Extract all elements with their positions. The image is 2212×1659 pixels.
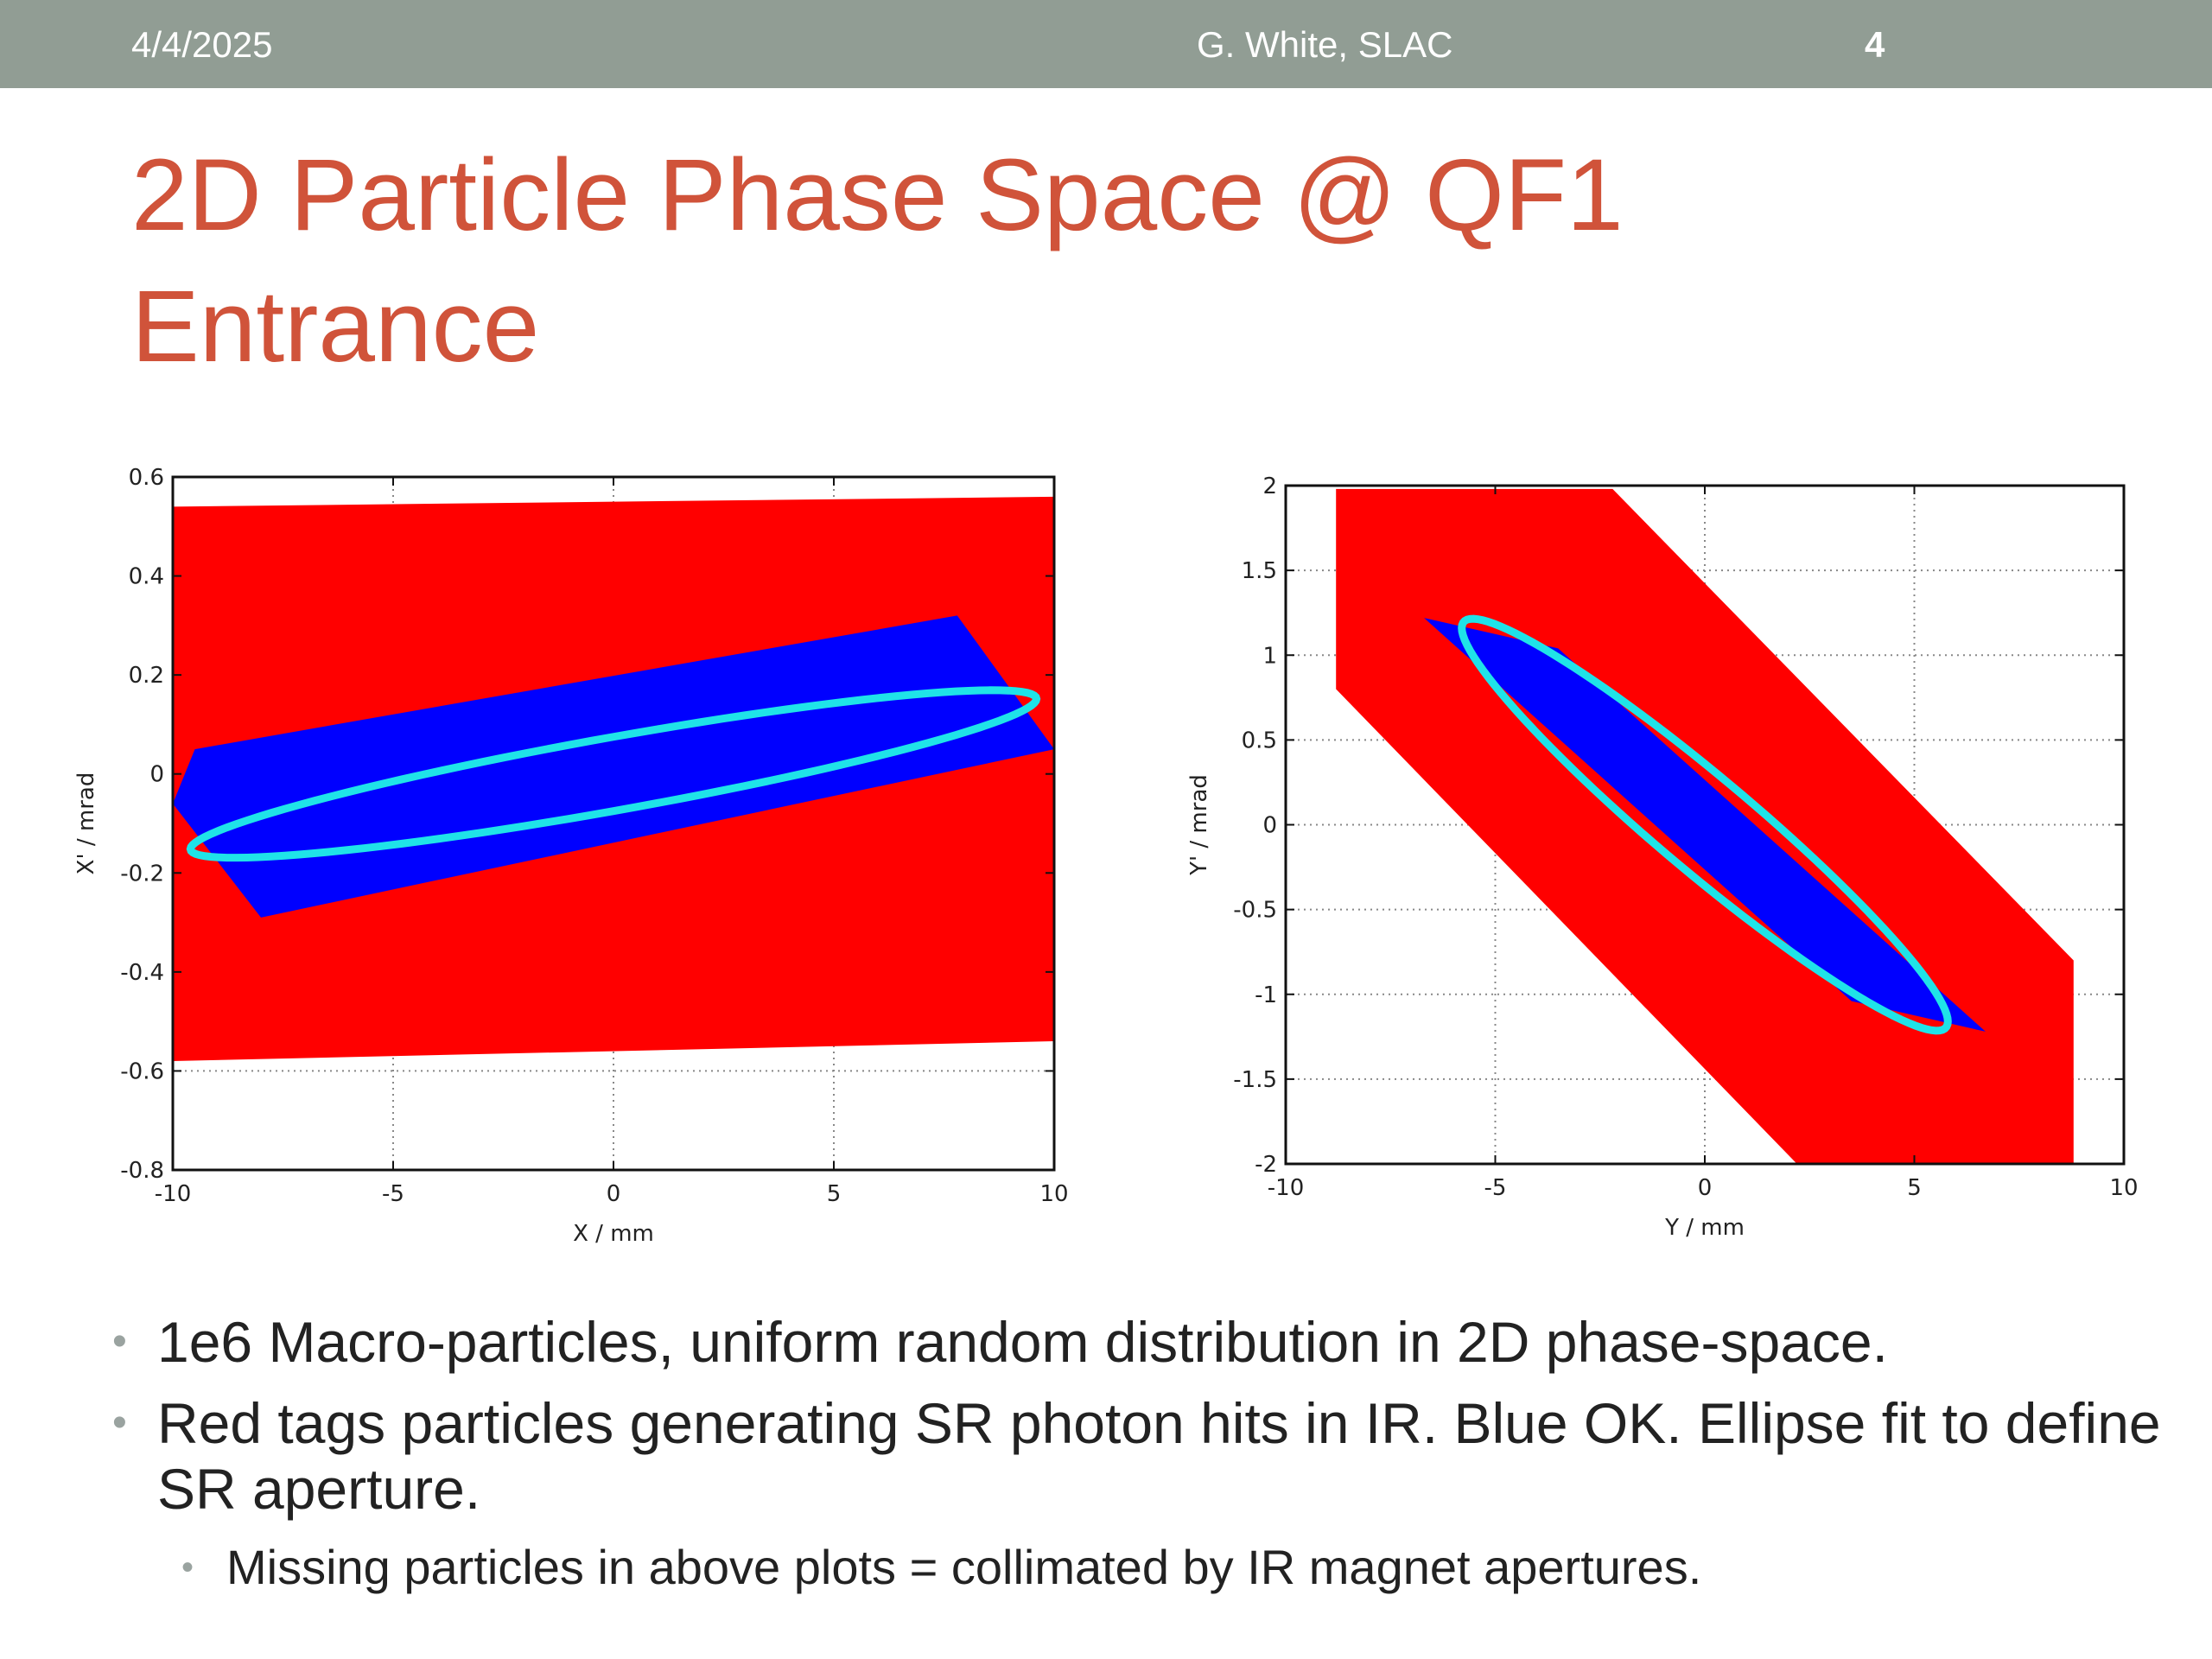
y-tick-label: -1.5 [1233,1067,1277,1093]
y-tick-label: 0 [149,762,164,788]
x-tick-label: 5 [1907,1175,1922,1201]
bullet-item: Red tags particles generating SR photon … [112,1390,2169,1522]
y-tick-label: 2 [1262,474,1277,499]
y-tick-label: 0.4 [129,564,164,590]
ellipse-fit [1458,614,1952,1035]
x-tick-label: 10 [2109,1175,2138,1201]
y-tick-label: -2 [1255,1152,1277,1178]
y-tick-label: -0.5 [1233,898,1277,924]
x-tick-label: 5 [827,1181,842,1207]
y-tick-label: 0.6 [129,465,164,491]
y-tick-label: -0.2 [120,861,164,887]
bullet-list: 1e6 Macro-particles, uniform random dist… [112,1309,2169,1598]
slide-title-line1: 2D Particle Phase Space @ QF1 [131,138,1624,252]
x-tick-label: 10 [1039,1181,1068,1207]
slide-author: G. White, SLAC [1197,24,1453,65]
ellipse-fit [186,686,1041,862]
sub-bullet-item: Missing particles in above plots = colli… [181,1537,2169,1598]
y-axis-label: X' / mrad [73,772,99,875]
x-tick-label: -5 [1484,1175,1507,1201]
slide-header-bar: 4/4/2025 G. White, SLAC 4 [0,0,2212,88]
phase-space-x-chart: -10 -5 0 5 10 0.6 0.4 0.2 0 -0.2 -0.4 -0.6 -0.8 X / m… [73,465,1069,1247]
x-tick-label: -5 [382,1181,404,1207]
x-axis-label: X / mm [573,1221,654,1247]
y-tick-label: -0.6 [120,1058,164,1084]
y-tick-label: 1 [1262,643,1277,669]
x-tick-label: 0 [607,1181,621,1207]
y-tick-label: 1.5 [1242,558,1277,584]
x-tick-label: 0 [1698,1175,1713,1201]
y-tick-label: 0 [1262,813,1277,839]
y-tick-label: 0.5 [1242,728,1277,753]
slide-title-line2: Entrance [131,270,540,384]
x-tick-label: -10 [155,1181,191,1207]
y-tick-label: 0.2 [129,663,164,689]
slide-date: 4/4/2025 [131,24,273,65]
bullet-item: 1e6 Macro-particles, uniform random dist… [112,1309,2169,1375]
y-tick-label: -0.4 [120,960,164,986]
phase-space-y-chart: -10 -5 0 5 10 2 1.5 1 0.5 0 -0.5 -1 -1.5 -2 Y / mm Y' /… [1186,474,2139,1241]
x-axis-label: Y / mm [1664,1215,1745,1241]
slide-title: 2D Particle Phase Space @ QF1 Entrance [131,130,2075,392]
x-tick-label: -10 [1268,1175,1304,1201]
slide-page-number: 4 [1865,24,1885,65]
y-tick-label: -0.8 [120,1158,164,1184]
y-tick-label: -1 [1255,982,1277,1008]
blue-particle-region [1424,618,1986,1032]
y-axis-label: Y' / mrad [1186,774,1212,876]
